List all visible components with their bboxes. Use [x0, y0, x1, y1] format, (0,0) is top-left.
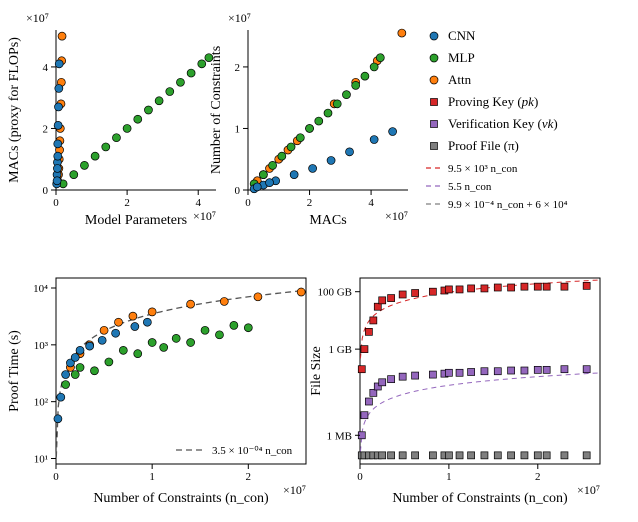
svg-text:1: 1 — [235, 123, 241, 135]
svg-text:MLP: MLP — [448, 50, 475, 65]
svg-text:10³: 10³ — [34, 340, 49, 352]
svg-text:Proving Key (pk): Proving Key (pk) — [448, 94, 538, 109]
svg-text:2: 2 — [535, 471, 541, 483]
svg-text:2: 2 — [43, 123, 49, 135]
svg-text:1 MB: 1 MB — [327, 430, 352, 442]
svg-text:×10⁷: ×10⁷ — [385, 209, 408, 223]
svg-text:MACs (proxy for FLOPs): MACs (proxy for FLOPs) — [7, 37, 22, 183]
svg-text:Number of Constraints (n_con): Number of Constraints (n_con) — [93, 491, 269, 506]
svg-text:1: 1 — [446, 471, 452, 483]
svg-text:×10⁷: ×10⁷ — [228, 11, 251, 25]
svg-text:9.5 × 10³ n_con: 9.5 × 10³ n_con — [448, 163, 518, 175]
svg-text:CNN: CNN — [448, 28, 476, 43]
svg-text:4: 4 — [368, 197, 374, 209]
figure: 024024×10⁷×10⁷Model ParametersMACs (prox… — [0, 0, 638, 522]
svg-text:×10⁷: ×10⁷ — [577, 483, 600, 497]
svg-text:10²: 10² — [34, 397, 49, 409]
svg-text:2: 2 — [124, 197, 130, 209]
svg-text:2: 2 — [246, 471, 252, 483]
svg-text:×10⁷: ×10⁷ — [283, 483, 306, 497]
svg-text:Model Parameters: Model Parameters — [85, 213, 187, 228]
svg-text:0: 0 — [357, 471, 363, 483]
svg-text:10⁴: 10⁴ — [33, 283, 48, 295]
svg-text:Attn: Attn — [448, 72, 472, 87]
svg-text:9.9 × 10⁻⁴ n_con + 6 × 10⁴: 9.9 × 10⁻⁴ n_con + 6 × 10⁴ — [448, 199, 568, 211]
svg-text:5.5 n_con: 5.5 n_con — [448, 181, 492, 193]
svg-text:×10⁷: ×10⁷ — [193, 209, 216, 223]
svg-text:0: 0 — [53, 197, 59, 209]
svg-text:Verification Key (vk): Verification Key (vk) — [448, 116, 558, 131]
svg-text:2: 2 — [307, 197, 313, 209]
svg-text:0: 0 — [245, 197, 251, 209]
svg-text:Number of Constraints (n_con): Number of Constraints (n_con) — [392, 491, 568, 506]
svg-text:0: 0 — [53, 471, 59, 483]
svg-text:4: 4 — [43, 62, 49, 74]
svg-text:MACs: MACs — [309, 213, 346, 228]
svg-text:10¹: 10¹ — [34, 453, 48, 465]
svg-text:2: 2 — [235, 62, 241, 74]
svg-text:100 GB: 100 GB — [317, 287, 352, 299]
svg-text:Proof Time (s): Proof Time (s) — [7, 330, 22, 412]
svg-text:3.5 × 10⁻⁰⁴ n_con: 3.5 × 10⁻⁰⁴ n_con — [212, 445, 293, 457]
svg-text:×10⁷: ×10⁷ — [26, 11, 49, 25]
svg-text:1 GB: 1 GB — [328, 344, 352, 356]
svg-text:0: 0 — [43, 185, 49, 197]
svg-text:4: 4 — [195, 197, 201, 209]
svg-text:0: 0 — [235, 185, 241, 197]
svg-text:1: 1 — [149, 471, 155, 483]
svg-text:Proof File (π): Proof File (π) — [448, 138, 519, 153]
svg-text:Number of Constraints: Number of Constraints — [209, 46, 224, 174]
svg-text:File Size: File Size — [309, 346, 324, 395]
